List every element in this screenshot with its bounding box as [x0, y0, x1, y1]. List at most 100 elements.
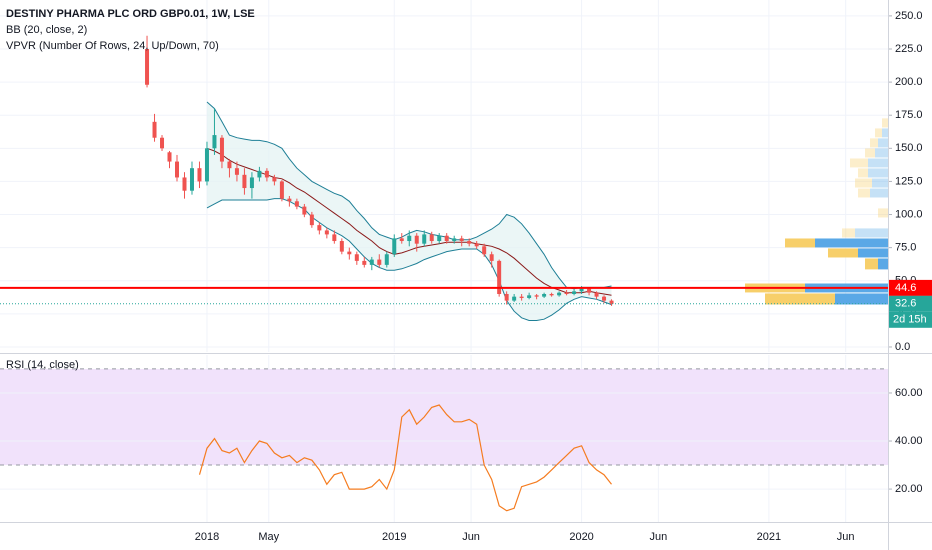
candle-body [339, 241, 344, 252]
indicator-label: VPVR (Number Of Rows, 24, Up/Down, 70) [6, 40, 219, 52]
y-tick-label: 250.0 [895, 10, 923, 22]
candle-body [332, 234, 337, 242]
candle-body [519, 296, 524, 298]
volume-up [868, 168, 888, 178]
candle-body [564, 292, 569, 294]
candle-body [197, 168, 202, 182]
price-label-box [888, 295, 932, 312]
candle-body [497, 260, 502, 294]
candle-body [354, 254, 359, 261]
candle-body [422, 234, 427, 244]
volume-down [850, 158, 868, 168]
candle-body [572, 291, 577, 294]
volume-down [765, 293, 835, 305]
candle-body [227, 161, 232, 169]
y-tick-label: 225.0 [895, 43, 923, 55]
candle-body [602, 296, 607, 301]
candle-body [204, 148, 209, 182]
price-label: 44.6 [895, 282, 916, 294]
candle-body [369, 259, 374, 265]
candle-body [287, 198, 292, 202]
candle-body [234, 168, 239, 175]
y-tick-label: 200.0 [895, 76, 923, 88]
candle-body [392, 238, 397, 255]
volume-up [835, 293, 888, 305]
candle-body [189, 168, 194, 191]
volume-up [870, 188, 888, 198]
x-tick-label: 2020 [569, 531, 593, 543]
candle-body [317, 225, 322, 231]
candle-body [175, 161, 180, 178]
volume-down [878, 208, 888, 218]
volume-up [878, 138, 888, 148]
rsi-band [0, 368, 888, 466]
chart-title: DESTINY PHARMA PLC ORD GBP0.01, 1W, LSE [6, 8, 255, 20]
indicator-label: BB (20, close, 2) [6, 24, 87, 36]
candle-body [542, 293, 547, 297]
candle-body [324, 230, 329, 235]
candle-body [594, 292, 599, 297]
y-tick-label: 100.0 [895, 208, 923, 220]
candle-body [347, 251, 352, 255]
rsi-line [198, 404, 612, 512]
candle-body [504, 293, 509, 301]
volume-down [870, 138, 878, 148]
candle-body [145, 48, 150, 85]
y-tick-label: 40.00 [895, 435, 923, 447]
candle-body [182, 177, 187, 191]
candle-body [212, 135, 217, 149]
candle-body [407, 235, 412, 242]
volume-up [855, 228, 888, 238]
candle-body [152, 121, 157, 138]
candle-body [167, 152, 172, 162]
volume-down [828, 248, 858, 258]
candle-body [272, 177, 277, 182]
volume-down [855, 178, 872, 188]
candle-body [437, 235, 442, 242]
price-label: 32.6 [895, 298, 916, 310]
volume-down [875, 128, 882, 138]
candle-body [242, 174, 247, 189]
y-tick-label: 150.0 [895, 142, 923, 154]
volume-down [865, 148, 875, 158]
volume-down [858, 188, 870, 198]
candle-body [609, 300, 614, 304]
candle-body [384, 254, 389, 265]
volume-down [842, 228, 855, 238]
candle-body [257, 170, 262, 178]
candle-body [557, 292, 562, 296]
volume-up [878, 258, 888, 270]
x-tick-label: 2021 [757, 531, 781, 543]
candle-body [249, 177, 254, 189]
candle-body [534, 295, 539, 297]
volume-down [882, 118, 888, 128]
candle-body [160, 137, 165, 149]
x-tick-label: May [258, 531, 279, 543]
y-tick-label: 175.0 [895, 109, 923, 121]
volume-down [785, 238, 815, 248]
volume-up [872, 178, 888, 188]
candle-body [512, 296, 517, 301]
candle-body [279, 181, 284, 199]
y-tick-label: 0.0 [895, 341, 910, 353]
candle-body [399, 238, 404, 242]
candle-body [474, 243, 479, 247]
volume-up [882, 128, 888, 138]
x-tick-label: Jun [649, 531, 667, 543]
y-tick-label: 125.0 [895, 175, 923, 187]
price-label-box [888, 279, 932, 296]
volume-up [875, 148, 888, 158]
countdown-box [888, 311, 932, 328]
band-fill [207, 102, 612, 321]
candle-body [527, 295, 532, 298]
y-tick-label: 20.00 [895, 483, 923, 495]
volume-down [865, 258, 878, 270]
candle-body [219, 137, 224, 162]
volume-down [858, 168, 868, 178]
candle-body [489, 254, 494, 261]
candle-body [467, 241, 472, 244]
x-tick-label: 2019 [382, 531, 406, 543]
candle-body [414, 235, 419, 244]
candle-body [587, 288, 592, 293]
